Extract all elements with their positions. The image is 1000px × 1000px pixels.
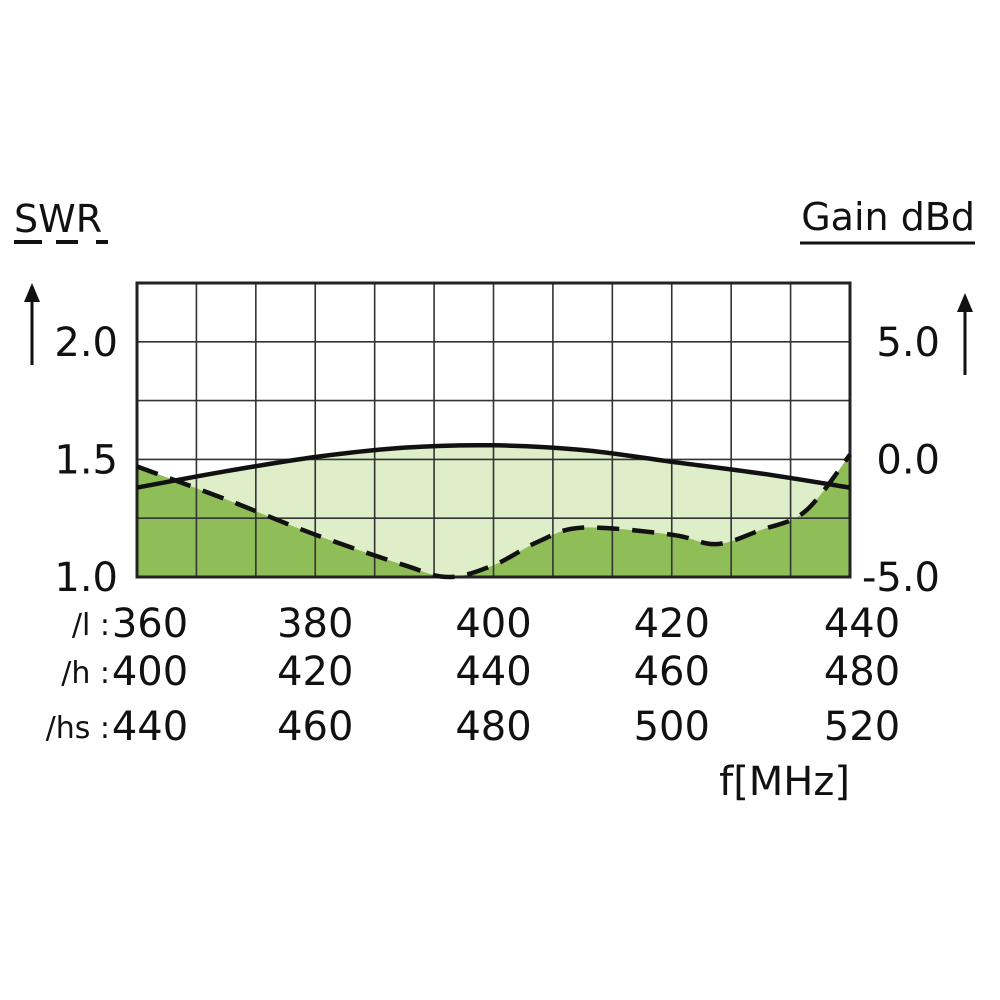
x-tick-label: 480 xyxy=(824,649,900,695)
x-tick-label: 420 xyxy=(277,649,353,695)
x-axis-rows: /l :360 380 400 420 440/h :400 420 440 460 480/h… xyxy=(46,601,901,750)
x-tick-label: 380 xyxy=(277,601,353,647)
plot-frame xyxy=(135,281,852,579)
right-tick-label: -5.0 xyxy=(862,555,940,601)
left-tick-label: 2.0 xyxy=(54,320,118,366)
swr-line xyxy=(136,453,852,580)
x-tick-label: 400 xyxy=(455,601,531,647)
right-tick-label: 5.0 xyxy=(876,320,940,366)
x-tick-label: 460 xyxy=(634,649,710,695)
x-tick-label: 400 xyxy=(112,649,188,695)
right-axis-ticks: 5.0 0.0 -5.0 xyxy=(862,320,940,601)
x-tick-label: 460 xyxy=(277,704,353,750)
x-row-prefix: /h : xyxy=(61,656,110,691)
x-tick-label: 480 xyxy=(455,704,531,750)
x-tick-label: 520 xyxy=(824,704,900,750)
x-tick-label: 440 xyxy=(824,601,900,647)
left-tick-label: 1.0 xyxy=(54,555,118,601)
left-axis-ticks: 2.0 1.5 1.0 xyxy=(54,320,118,601)
right-up-arrow-icon xyxy=(957,293,973,375)
left-tick-label: 1.5 xyxy=(54,437,118,483)
x-tick-label: 420 xyxy=(634,601,710,647)
x-row-prefix: /hs : xyxy=(46,711,110,746)
x-tick-label: 440 xyxy=(112,704,188,750)
x-tick-label: 360 xyxy=(112,601,188,647)
right-tick-label: 0.0 xyxy=(876,437,940,483)
left-up-arrow-icon xyxy=(24,283,40,365)
x-row-prefix: /l : xyxy=(72,608,110,643)
curves xyxy=(136,442,852,580)
left-axis-title: SWR xyxy=(14,197,102,241)
gain-line xyxy=(136,442,851,490)
x-axis-unit-label: f[MHz] xyxy=(719,759,850,805)
x-tick-label: 440 xyxy=(455,649,531,695)
right-axis-title: Gain dBd xyxy=(801,195,975,239)
x-tick-label: 500 xyxy=(634,704,710,750)
